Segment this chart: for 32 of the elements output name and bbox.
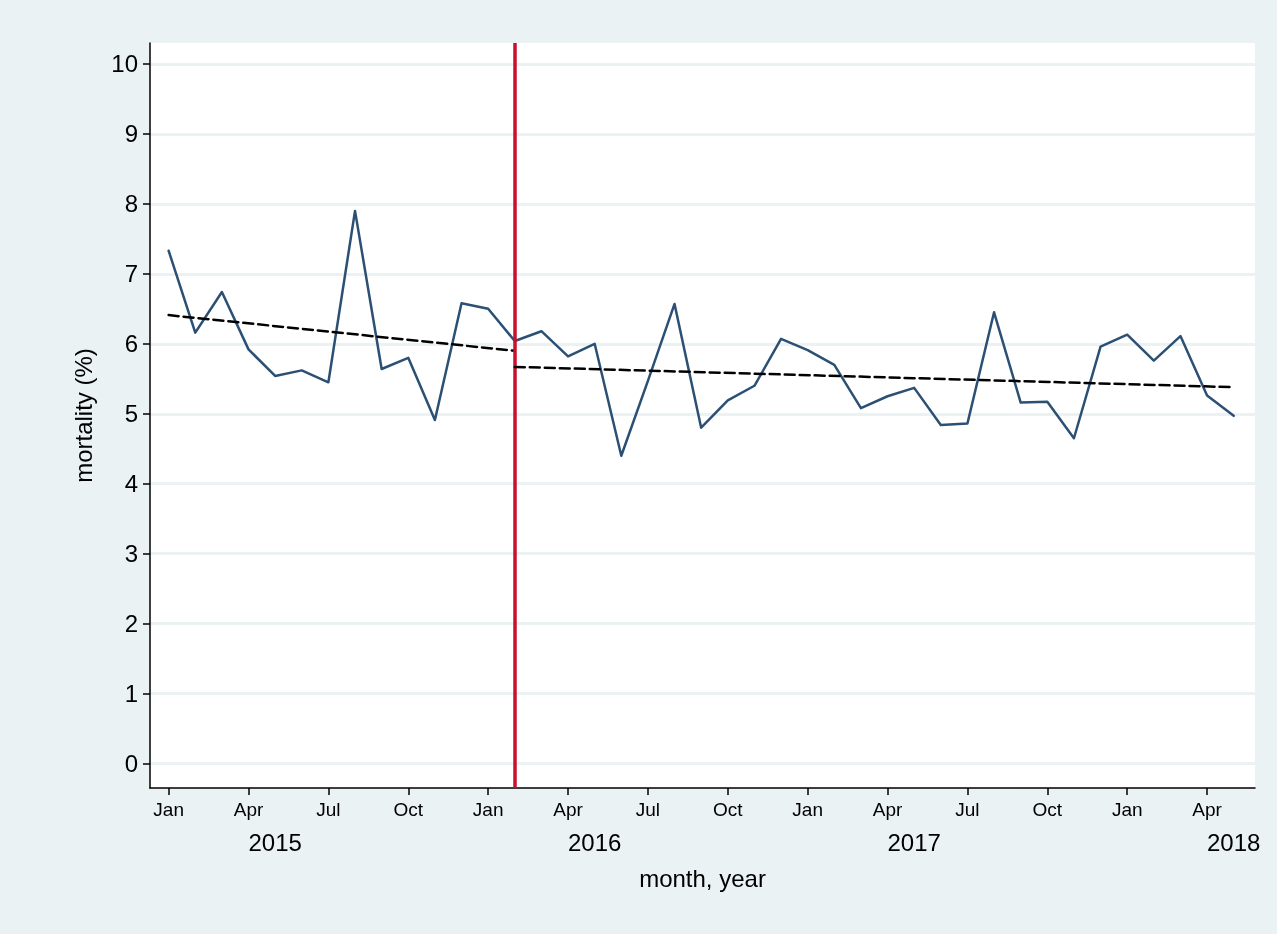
x-axis-title: month, year xyxy=(639,864,766,892)
y-tick-label: 4 xyxy=(124,470,138,498)
y-tick-label: 1 xyxy=(124,680,138,708)
y-tick-label: 5 xyxy=(124,400,138,428)
y-tick-label: 8 xyxy=(124,190,138,218)
x-tick-label: Apr xyxy=(1192,799,1223,820)
y-tick-label: 0 xyxy=(124,750,138,778)
y-tick-label: 10 xyxy=(111,50,138,78)
y-axis-title: mortality (%) xyxy=(69,348,97,483)
x-tick-label: Jan xyxy=(472,799,504,820)
y-tick-label: 3 xyxy=(124,540,138,568)
y-tick-label: 9 xyxy=(124,120,138,148)
x-tick-label: Jan xyxy=(792,799,823,820)
x2-tick-label: 2015 xyxy=(248,828,302,856)
y-tick-label: 2 xyxy=(124,610,138,638)
x-tick-label: Oct xyxy=(1032,799,1063,820)
x-tick-label: Jul xyxy=(955,799,980,820)
x-tick-label: Jul xyxy=(635,799,661,820)
x-tick-label: Jan xyxy=(1111,799,1143,820)
x-tick-label: Oct xyxy=(713,799,744,820)
x-tick-label: Oct xyxy=(393,799,424,820)
x2-tick-label: 2016 xyxy=(567,828,622,856)
y-tick-label: 7 xyxy=(124,260,138,288)
x-tick-label: Jan xyxy=(153,799,184,820)
line-series xyxy=(167,209,1235,457)
x-tick-label: Jul xyxy=(316,799,341,820)
x-tick-label: Apr xyxy=(553,799,584,820)
x-tick-label: Apr xyxy=(872,799,903,820)
x-tick-label: Apr xyxy=(233,799,264,820)
x2-tick-label: 2017 xyxy=(887,828,941,856)
y-tick-label: 6 xyxy=(124,330,138,358)
x2-tick-label: 2018 xyxy=(1207,828,1261,856)
